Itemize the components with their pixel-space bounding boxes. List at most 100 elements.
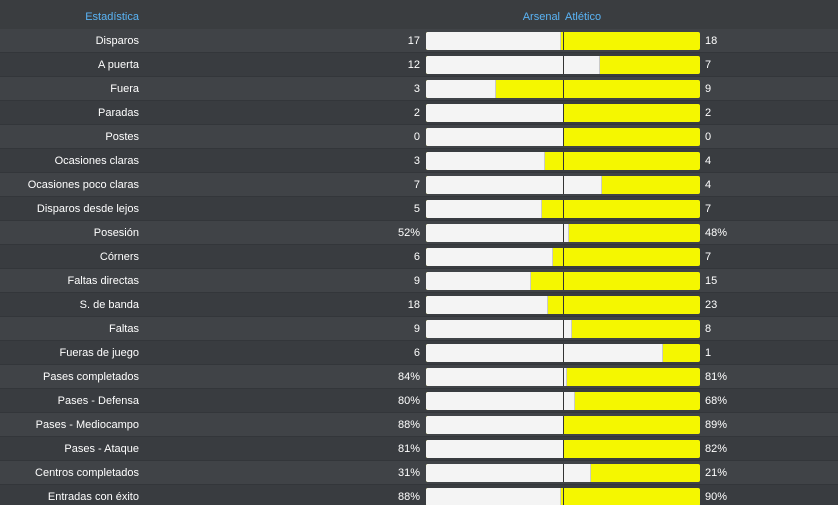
stat-row: Ocasiones poco claras 7 4 [0, 173, 838, 197]
stat-label: Pases completados [43, 371, 139, 383]
comparison-bar [426, 464, 700, 482]
stat-row: Disparos 17 18 [0, 29, 838, 53]
home-value: 12 [407, 59, 420, 71]
bar-midline [563, 152, 564, 170]
bar-midline [563, 344, 564, 362]
home-value: 6 [413, 251, 420, 263]
bar-midline [563, 320, 564, 338]
stat-row: Ocasiones claras 3 4 [0, 149, 838, 173]
stat-row: Centros completados 31% 21% [0, 461, 838, 485]
home-share-fill [426, 344, 663, 362]
home-value: 84% [397, 371, 420, 383]
stat-label: Córners [99, 251, 139, 263]
home-value: 52% [397, 227, 420, 239]
home-share-fill [426, 368, 567, 386]
away-value: 2 [705, 107, 712, 119]
away-value: 4 [705, 155, 712, 167]
home-share-fill [426, 296, 548, 314]
away-value: 8 [705, 323, 712, 335]
comparison-bar [426, 152, 700, 170]
home-share-fill [426, 464, 591, 482]
home-value: 88% [397, 419, 420, 431]
home-value: 3 [413, 155, 420, 167]
home-share-fill [426, 152, 545, 170]
stat-label: Faltas [109, 323, 139, 335]
stat-row: Pases - Ataque 81% 82% [0, 437, 838, 461]
home-value: 18 [407, 299, 420, 311]
bar-midline [563, 224, 564, 242]
comparison-bar [426, 488, 700, 505]
comparison-bar [426, 80, 700, 98]
bar-midline [563, 200, 564, 218]
bar-midline [563, 488, 564, 505]
stat-row: Pases - Mediocampo 88% 89% [0, 413, 838, 437]
stat-label: Posesión [93, 227, 139, 239]
stats-list: Disparos 17 18 A puerta 12 7 Fuera 3 9 Paradas 2 2 P… [0, 29, 838, 505]
stat-label: Pases - Defensa [57, 395, 139, 407]
stat-label: Entradas con éxito [47, 491, 139, 503]
home-value: 7 [413, 179, 420, 191]
stat-row: Córners 6 7 [0, 245, 838, 269]
stat-column-header[interactable]: Estadística [85, 11, 139, 23]
comparison-bar [426, 224, 700, 242]
home-value: 88% [397, 491, 420, 503]
stat-row: Faltas directas 9 15 [0, 269, 838, 293]
stat-label: A puerta [98, 59, 139, 71]
away-value: 21% [705, 467, 728, 479]
bar-midline [563, 296, 564, 314]
home-share-fill [426, 392, 575, 410]
home-share-fill [426, 128, 564, 146]
stat-label: Disparos [95, 35, 139, 47]
away-value: 15 [705, 275, 718, 287]
stat-label: Ocasiones claras [54, 155, 139, 167]
comparison-bar [426, 416, 700, 434]
comparison-bar [426, 176, 700, 194]
comparison-bar [426, 320, 700, 338]
stat-row: Fueras de juego 6 1 [0, 341, 838, 365]
stat-label: Pases - Mediocampo [35, 419, 139, 431]
stat-row: S. de banda 18 23 [0, 293, 838, 317]
home-share-fill [426, 320, 572, 338]
stat-label: Postes [105, 131, 139, 143]
bar-midline [563, 80, 564, 98]
stat-label: Centros completados [35, 467, 139, 479]
away-team-name[interactable]: Atlético [565, 11, 602, 23]
comparison-bar [426, 200, 700, 218]
comparison-bar [426, 272, 700, 290]
home-share-fill [426, 488, 561, 505]
comparison-bar [426, 128, 700, 146]
home-share-fill [426, 416, 564, 434]
stat-label: Fuera [110, 83, 139, 95]
home-value: 2 [413, 107, 420, 119]
home-share-fill [426, 32, 561, 50]
stat-row: Pases completados 84% 81% [0, 365, 838, 389]
home-value: 9 [413, 275, 420, 287]
stats-header: Estadística Arsenal Atlético [0, 5, 838, 29]
comparison-bar [426, 440, 700, 458]
away-value: 0 [705, 131, 712, 143]
stat-row: Fuera 3 9 [0, 77, 838, 101]
bar-midline [563, 368, 564, 386]
home-share-fill [426, 176, 602, 194]
away-value: 9 [705, 83, 712, 95]
bar-midline [563, 32, 564, 50]
home-share-fill [426, 248, 553, 266]
bar-midline [563, 56, 564, 74]
away-value: 68% [705, 395, 728, 407]
home-share-fill [426, 56, 600, 74]
comparison-bar [426, 392, 700, 410]
comparison-bar [426, 248, 700, 266]
away-value: 90% [705, 491, 728, 503]
stat-label: Fueras de juego [59, 347, 140, 359]
away-value: 82% [705, 443, 728, 455]
home-share-fill [426, 104, 564, 122]
home-value: 0 [413, 131, 420, 143]
away-value: 7 [705, 59, 712, 71]
comparison-bar [426, 344, 700, 362]
home-team-name[interactable]: Arsenal [522, 11, 560, 23]
stat-label: S. de banda [79, 299, 139, 311]
stat-row: Paradas 2 2 [0, 101, 838, 125]
bar-midline [563, 104, 564, 122]
bar-midline [563, 176, 564, 194]
